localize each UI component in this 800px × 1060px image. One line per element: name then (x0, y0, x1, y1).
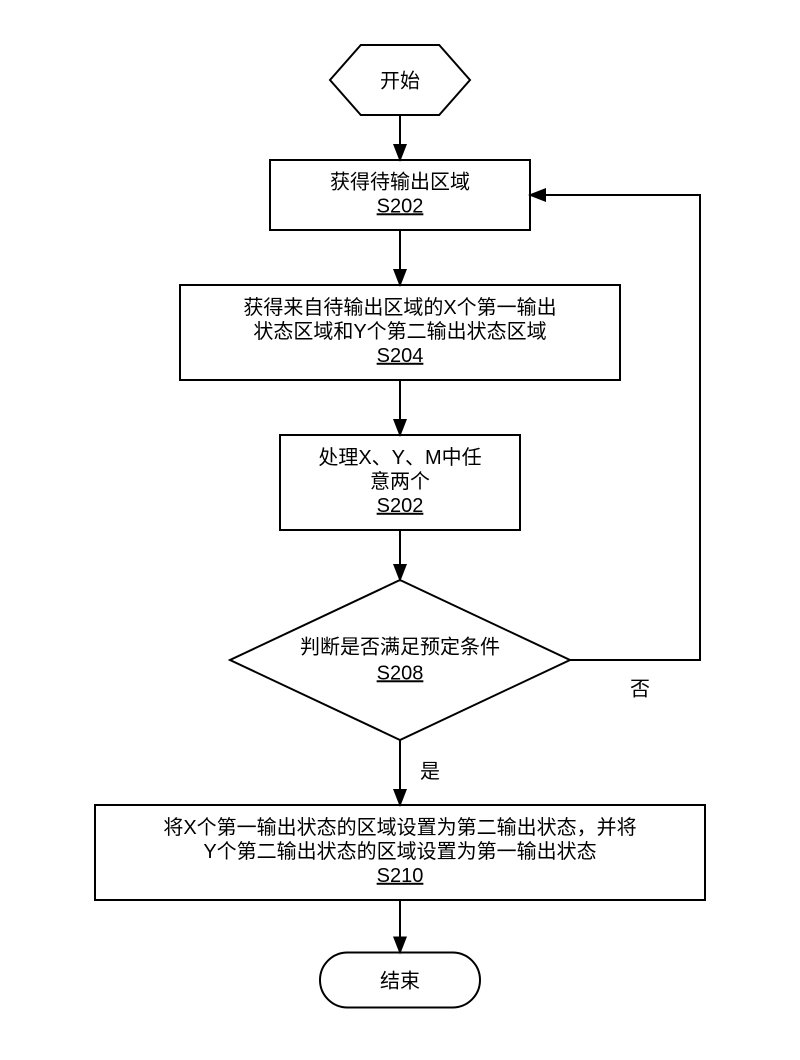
svg-text:S202: S202 (377, 495, 424, 517)
svg-text:S204: S204 (377, 345, 424, 367)
svg-text:处理X、Y、M中任: 处理X、Y、M中任 (318, 446, 481, 469)
svg-text:将X个第一输出状态的区域设置为第二输出状态，并将: 将X个第一输出状态的区域设置为第二输出状态，并将 (163, 816, 636, 839)
flowchart: 开始获得待输出区域S202获得来自待输出区域的X个第一输出状态区域和Y个第二输出… (0, 0, 800, 1060)
svg-text:S210: S210 (377, 865, 424, 887)
edge-s208-no (530, 195, 700, 660)
svg-text:状态区域和Y个第二输出状态区域: 状态区域和Y个第二输出状态区域 (253, 320, 546, 343)
svg-text:S208: S208 (377, 662, 424, 684)
svg-text:获得待输出区域: 获得待输出区域 (330, 170, 470, 193)
svg-text:开始: 开始 (380, 69, 420, 92)
svg-text:是: 是 (420, 761, 440, 783)
svg-text:意两个: 意两个 (370, 470, 430, 493)
svg-text:S202: S202 (377, 195, 424, 217)
svg-text:获得来自待输出区域的X个第一输出: 获得来自待输出区域的X个第一输出 (243, 296, 556, 319)
svg-text:Y个第二输出状态的区域设置为第一输出状态: Y个第二输出状态的区域设置为第一输出状态 (203, 840, 596, 863)
decision-s208 (230, 580, 570, 740)
svg-text:判断是否满足预定条件: 判断是否满足预定条件 (300, 635, 500, 658)
svg-text:结束: 结束 (380, 969, 420, 992)
svg-text:否: 否 (630, 678, 650, 700)
